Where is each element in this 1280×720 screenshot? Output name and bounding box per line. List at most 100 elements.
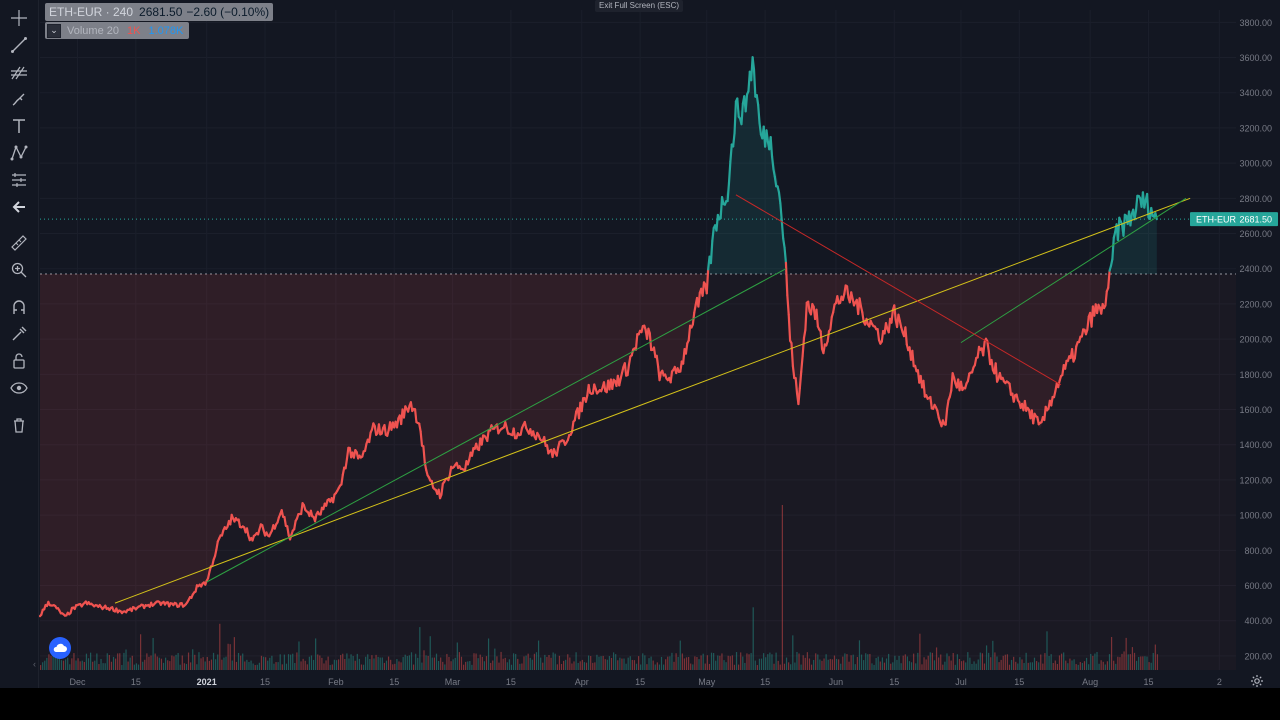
price-segment bbox=[293, 519, 297, 531]
volume-bar bbox=[529, 657, 531, 670]
volume-bar bbox=[81, 660, 83, 670]
volume-bar bbox=[417, 657, 419, 670]
volume-bar bbox=[719, 655, 721, 670]
volume-bar bbox=[558, 655, 561, 670]
volume-bar bbox=[552, 652, 554, 670]
volume-bar bbox=[212, 652, 215, 670]
y-tick-label: 2200.00 bbox=[1239, 299, 1272, 309]
volume-bar bbox=[727, 655, 729, 670]
symbol-name: ETH-EUR · 240 bbox=[49, 5, 134, 19]
volume-bar bbox=[121, 665, 123, 670]
volume-bar bbox=[87, 658, 90, 670]
exit-fullscreen-button[interactable]: Exit Full Screen (ESC) bbox=[595, 0, 684, 12]
trend-line-icon[interactable] bbox=[9, 35, 29, 55]
volume-bar bbox=[1156, 654, 1159, 670]
gear-icon[interactable] bbox=[1250, 674, 1264, 688]
price-segment bbox=[986, 340, 990, 353]
volume-bar bbox=[815, 653, 817, 670]
volume-bar bbox=[1033, 657, 1036, 670]
volume-bar bbox=[708, 663, 711, 670]
volume-value-1: 1K bbox=[126, 24, 141, 37]
price-segment bbox=[1154, 212, 1158, 221]
volume-bar bbox=[208, 660, 210, 670]
volume-bar bbox=[763, 653, 765, 670]
y-tick-label: 3800.00 bbox=[1239, 18, 1272, 28]
volume-bar bbox=[500, 651, 502, 670]
volume-bar bbox=[960, 661, 963, 670]
unlock-icon[interactable] bbox=[9, 351, 29, 371]
volume-bar bbox=[717, 655, 719, 670]
volume-bar bbox=[923, 657, 925, 670]
price-segment bbox=[904, 326, 908, 346]
volume-bar bbox=[706, 655, 708, 670]
price-segment bbox=[726, 181, 731, 203]
volume-bar bbox=[973, 661, 975, 670]
volume-histogram bbox=[40, 505, 1159, 670]
volume-bar bbox=[215, 659, 217, 670]
volume-bar bbox=[185, 663, 188, 670]
brush-icon[interactable] bbox=[9, 89, 29, 109]
volume-bar bbox=[1083, 661, 1086, 670]
volume-bar bbox=[612, 652, 615, 670]
eye-icon[interactable] bbox=[9, 378, 29, 398]
volume-bar bbox=[638, 656, 640, 670]
back-arrow-icon[interactable] bbox=[9, 197, 29, 217]
volume-bar bbox=[375, 654, 377, 670]
volume-bar bbox=[813, 659, 815, 670]
volume-bar bbox=[148, 656, 150, 670]
text-icon[interactable] bbox=[9, 116, 29, 136]
volume-bar bbox=[819, 659, 821, 670]
volume-bar bbox=[1090, 653, 1092, 670]
volume-bar bbox=[792, 635, 794, 670]
volume-bar bbox=[542, 662, 544, 670]
ruler-icon[interactable] bbox=[9, 233, 29, 253]
volume-bar bbox=[246, 659, 248, 670]
volume-bar bbox=[1088, 664, 1090, 670]
price-segment bbox=[736, 97, 740, 118]
scroll-left-icon[interactable]: ‹ bbox=[33, 659, 36, 669]
zoom-in-icon[interactable] bbox=[9, 260, 29, 280]
volume-bar bbox=[421, 662, 423, 670]
crosshair-icon[interactable] bbox=[9, 8, 29, 28]
volume-bar bbox=[544, 654, 546, 670]
volume-bar bbox=[850, 655, 852, 670]
prediction-icon[interactable] bbox=[9, 170, 29, 190]
volume-bar bbox=[721, 653, 723, 670]
pitchfork-icon[interactable] bbox=[9, 62, 29, 82]
volume-bar bbox=[90, 652, 92, 670]
trash-icon[interactable] bbox=[9, 415, 29, 435]
price-segment bbox=[705, 268, 710, 295]
symbol-legend[interactable]: ETH-EUR · 240 2681.50 −2.60 (−0.10%) bbox=[45, 3, 274, 21]
collapse-chevron-icon[interactable]: ⌄ bbox=[47, 23, 61, 38]
volume-bar bbox=[1075, 664, 1077, 670]
volume-bar bbox=[667, 656, 669, 670]
volume-bar bbox=[635, 663, 638, 670]
volume-bar bbox=[390, 659, 392, 670]
volume-bar bbox=[269, 657, 271, 670]
cloud-logo-icon[interactable] bbox=[49, 637, 71, 659]
price-segment bbox=[669, 370, 674, 384]
volume-bar bbox=[302, 658, 304, 670]
volume-bar bbox=[137, 664, 140, 670]
volume-bar bbox=[362, 664, 365, 670]
y-tick-label: 1200.00 bbox=[1239, 475, 1272, 485]
volume-legend[interactable]: ⌄ Volume 20 1K 1.078K bbox=[45, 22, 190, 39]
pattern-icon[interactable] bbox=[9, 143, 29, 163]
price-segment bbox=[777, 191, 782, 205]
volume-bar bbox=[367, 654, 369, 670]
lock-drawings-icon[interactable] bbox=[9, 324, 29, 344]
magnet-icon[interactable] bbox=[9, 297, 29, 317]
volume-bar bbox=[740, 652, 742, 670]
volume-bar bbox=[290, 654, 292, 670]
volume-bar bbox=[917, 652, 919, 670]
price-label-bg bbox=[1190, 212, 1278, 227]
volume-bar bbox=[352, 655, 354, 670]
volume-bar bbox=[581, 659, 583, 670]
price-segment bbox=[780, 219, 785, 240]
volume-bar bbox=[696, 656, 698, 670]
price-segment bbox=[772, 167, 776, 178]
volume-bar bbox=[533, 653, 536, 670]
volume-bar bbox=[885, 658, 888, 670]
volume-bar bbox=[1150, 662, 1152, 670]
